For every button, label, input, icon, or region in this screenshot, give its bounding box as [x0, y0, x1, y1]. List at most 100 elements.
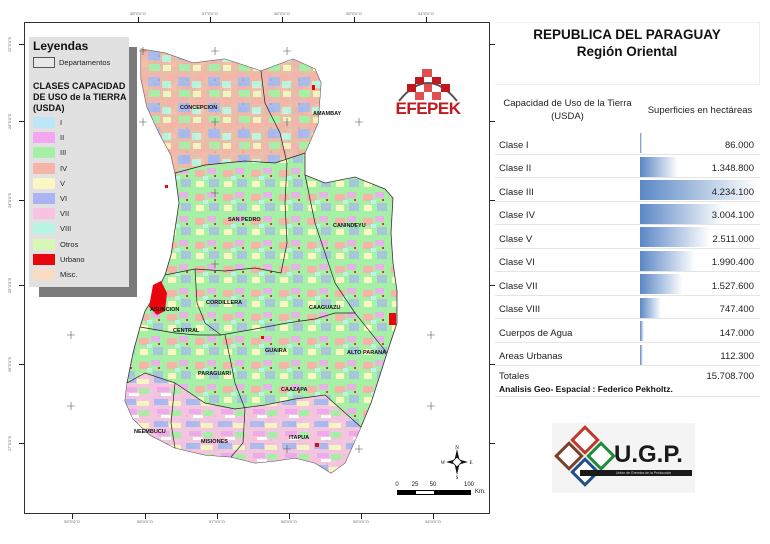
tick-mark — [289, 514, 290, 519]
department-label: GUAIRA — [265, 348, 287, 354]
tick-mark — [210, 17, 211, 22]
row-value: 86.000 — [724, 139, 754, 151]
data-bar — [640, 133, 642, 153]
row-label: Clase VII — [499, 280, 538, 292]
table-row: Clase VIII 747.400 — [495, 296, 760, 319]
data-bar — [640, 156, 678, 177]
panel-subtitle: Región Oriental — [576, 44, 678, 59]
legend-item: VIII — [33, 221, 85, 236]
row-label: Clase II — [499, 163, 532, 174]
legend-item: Misc. — [33, 267, 85, 282]
compass-rose-icon: N S W E — [441, 446, 473, 481]
efepek-logo: EFEPEK — [391, 63, 465, 119]
svg-text:N: N — [455, 446, 459, 451]
table-row: Cuerpos de Agua 147.000 — [495, 319, 760, 343]
department-label: CAAZAPA — [281, 387, 308, 393]
data-bar — [640, 344, 643, 365]
legend-item: I — [33, 115, 85, 130]
analysis-credit: Analisis Geo- Espacial : Federico Pekhol… — [495, 384, 760, 397]
tick-mark — [426, 17, 427, 22]
legend-item-label: IV — [60, 163, 68, 173]
row-label: Areas Urbanas — [499, 351, 563, 362]
latitude-label: 23°0'0"S — [7, 113, 13, 130]
legend-item: II — [33, 130, 85, 145]
legend-item: V — [33, 176, 85, 191]
latitude-label: 22°0'0"S — [7, 36, 13, 53]
tick-mark — [138, 17, 139, 22]
legend-item-label: Otros — [60, 239, 79, 249]
svg-text:W: W — [441, 461, 446, 466]
department-label: PARAGUARI — [198, 371, 231, 377]
tick-mark — [19, 200, 24, 201]
department-label: ITAPUA — [289, 435, 310, 441]
panel-title: REPUBLICA DEL PARAGUAY — [533, 27, 721, 42]
legend-item: VII — [33, 206, 85, 221]
legend-swatch — [33, 177, 55, 189]
svg-text:E: E — [469, 461, 472, 466]
legend-swatch — [33, 238, 55, 250]
totals-label: Totales — [499, 371, 530, 382]
ugp-logo-text: U.G.P. — [614, 441, 683, 468]
legend-item: VI — [33, 191, 85, 206]
data-bar — [640, 203, 724, 224]
row-label: Clase III — [499, 186, 534, 198]
map-frame: CONCEPCION AMAMBAY SAN PEDRO CANINDEYU CORDI… — [24, 22, 490, 514]
row-label: Clase I — [499, 139, 529, 151]
row-label: Clase IV — [499, 210, 535, 221]
column-header-class: Capacidad de Uso de la Tierra (USDA) — [503, 98, 632, 122]
legend-swatch — [33, 193, 55, 205]
row-value: 3.004.100 — [711, 210, 754, 221]
tick-mark — [361, 514, 362, 519]
longitude-label: 57°0'0"O — [202, 11, 218, 16]
tick-mark — [354, 17, 355, 22]
legend-swatch — [33, 208, 55, 220]
table-row: Clase II 1.348.800 — [495, 155, 760, 178]
longitude-label: 54°0'0"O — [418, 11, 434, 16]
department-label: CANINDEYU — [333, 223, 366, 229]
row-value: 1.990.400 — [711, 257, 754, 268]
legend-swatch — [33, 147, 55, 159]
legend-title: Leyendas — [33, 39, 89, 53]
row-label: Cuerpos de Agua — [499, 327, 573, 339]
legend-item-label: III — [60, 148, 67, 158]
efepek-logo-text: EFEPEK — [395, 99, 461, 118]
legend-departments-label: Departamentos — [59, 58, 111, 67]
legend-items: I II III IV V VI VII VIII Otros Urbano Misc. — [33, 115, 85, 282]
data-bar — [640, 297, 661, 318]
data-bar — [640, 321, 644, 341]
legend-subtitle: CLASES CAPACIDAD DE USO de la TIERRA (US… — [33, 81, 127, 113]
tick-mark — [490, 200, 495, 201]
column-header-area: Superficies en hectáreas — [647, 104, 753, 116]
latitude-label: 25°0'0"S — [7, 277, 13, 294]
totals-row: Totales 15.708.700 — [495, 366, 760, 382]
legend-item-label: Misc. — [60, 269, 78, 279]
row-value: 147.000 — [719, 327, 754, 339]
table-row: Clase III 4.234.100 — [495, 178, 760, 202]
longitude-label: 54°0'0"O — [425, 519, 441, 524]
longitude-label: 58°0'0"O — [137, 519, 153, 524]
legend-swatch — [33, 162, 55, 174]
tick-mark — [490, 443, 495, 444]
table-row: Clase VII 1.527.600 — [495, 272, 760, 296]
data-bar — [640, 180, 758, 200]
svg-text:S: S — [456, 476, 459, 479]
row-label: Clase V — [499, 233, 533, 245]
scale-bar: 0 25 50 100 Km. — [395, 482, 487, 495]
legend-item-label: VII — [60, 209, 70, 219]
land-use-table: Clase I 86.000 Clase II 1.348.800 Clase III 4… — [495, 131, 760, 366]
legend-swatch — [33, 132, 55, 144]
efepek-emblem-icon — [398, 69, 458, 102]
department-label: NEEMBUCU — [134, 429, 166, 435]
department-label: CAAGUAZU — [309, 305, 341, 311]
tick-mark — [19, 44, 24, 45]
data-bar — [640, 250, 695, 271]
scale-tick-100: 100 — [463, 482, 475, 488]
row-value: 112.300 — [720, 351, 754, 362]
paraguay-land-use-map — [67, 47, 435, 474]
department-label: CORDILLERA — [206, 300, 243, 306]
legend-swatch — [33, 253, 55, 265]
row-value: 4.234.100 — [711, 186, 754, 198]
legend-shadow — [129, 47, 137, 297]
legend-item: Otros — [33, 237, 85, 252]
ugp-emblem-icon — [554, 425, 616, 487]
